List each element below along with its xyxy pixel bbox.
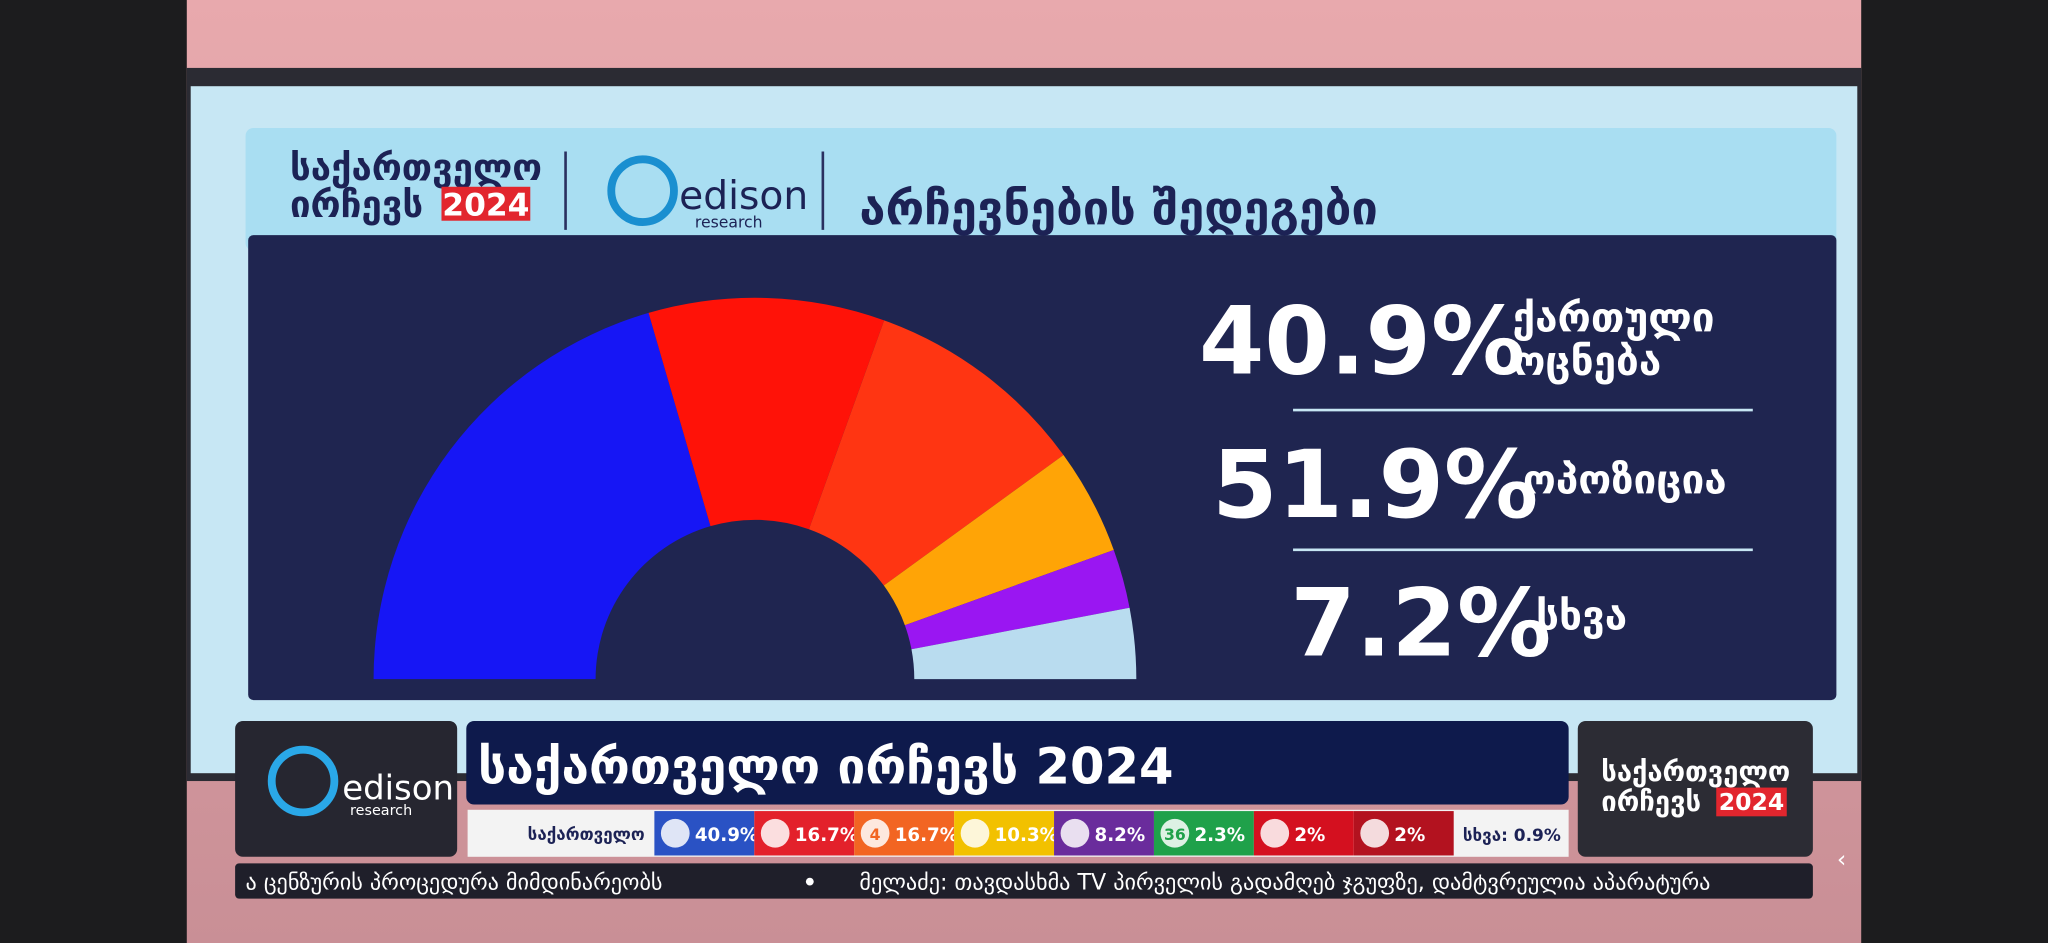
logo-sub: research	[350, 803, 412, 819]
segment	[883, 454, 1114, 626]
party-share: 8.2%	[1095, 825, 1146, 846]
badge-text: 4	[870, 825, 881, 844]
share-value: 51.9%	[1212, 431, 1538, 540]
brand-year: 2024	[1719, 788, 1784, 816]
party-share: 16.7%	[895, 825, 958, 846]
ticker-bar	[235, 863, 1813, 899]
other-share: სხვა: 0.9%	[1463, 826, 1561, 846]
share-label: სხვა	[1536, 592, 1627, 640]
half-donut	[373, 297, 1137, 680]
brand-line1: საქართველო	[1601, 757, 1790, 788]
party-share: 16.7%	[795, 825, 858, 846]
segment	[911, 607, 1137, 680]
party-badge	[1160, 818, 1190, 848]
ticker-item: მელაძე: თავდასხმა TV პირველის გადამღებ ჯ…	[859, 869, 1710, 895]
share-label: ოცნება	[1512, 337, 1661, 385]
ticker-dot	[805, 877, 814, 886]
party-share: 2%	[1394, 825, 1425, 846]
brand-year: 2024	[442, 188, 529, 224]
party-badge	[760, 818, 790, 848]
party-share: 2.3%	[1194, 825, 1245, 846]
party-share: 2%	[1294, 825, 1325, 846]
chevron: ‹	[1837, 845, 1846, 873]
logo-mark	[607, 155, 678, 226]
logo-name: edison	[679, 174, 808, 219]
share-value: 7.2%	[1290, 570, 1551, 679]
year-box	[441, 186, 531, 221]
brand-box	[1577, 720, 1813, 857]
title-bar	[466, 720, 1569, 805]
party-badge	[960, 818, 990, 848]
lower-title: საქართველო ირჩევს 2024	[478, 738, 1174, 796]
brand-line1: საქართველო	[290, 146, 542, 189]
segment	[648, 297, 885, 530]
party-badge	[860, 818, 890, 848]
title: არჩევნების შედეგები	[859, 182, 1377, 237]
party-chips: 40.9% 16.7% 4 16.7% 10.3% 8.2% 36 2.3% 2% 2%	[654, 811, 1454, 856]
brand-line2: ირჩევს	[290, 183, 423, 226]
party-badge	[1060, 818, 1090, 848]
strip-label: საქართველო	[528, 825, 645, 845]
share-value: 40.9%	[1199, 288, 1525, 397]
party-badge	[1260, 818, 1290, 848]
party-badge	[660, 818, 690, 848]
brand-line2: ირჩევს	[1601, 787, 1701, 818]
party-share: 10.3%	[995, 825, 1058, 846]
logo-sub: research	[695, 212, 763, 231]
ticker: ა ცენზურის პროცედურა მიმდინარეობს მელაძე:…	[246, 869, 1711, 895]
logo-name: edison	[342, 768, 454, 808]
party-badge	[1360, 818, 1390, 848]
share-label: ოპოზიცია	[1523, 456, 1727, 504]
logo-mark	[267, 745, 339, 817]
badge-text: 36	[1164, 825, 1186, 844]
year-box	[1716, 787, 1787, 817]
ticker-item: ა ცენზურის პროცედურა მიმდინარეობს	[246, 869, 663, 895]
segment	[904, 549, 1130, 650]
segment	[373, 312, 711, 680]
segment	[808, 320, 1064, 586]
party-share: 40.9%	[695, 825, 758, 846]
share-label: ქართული	[1512, 294, 1714, 342]
